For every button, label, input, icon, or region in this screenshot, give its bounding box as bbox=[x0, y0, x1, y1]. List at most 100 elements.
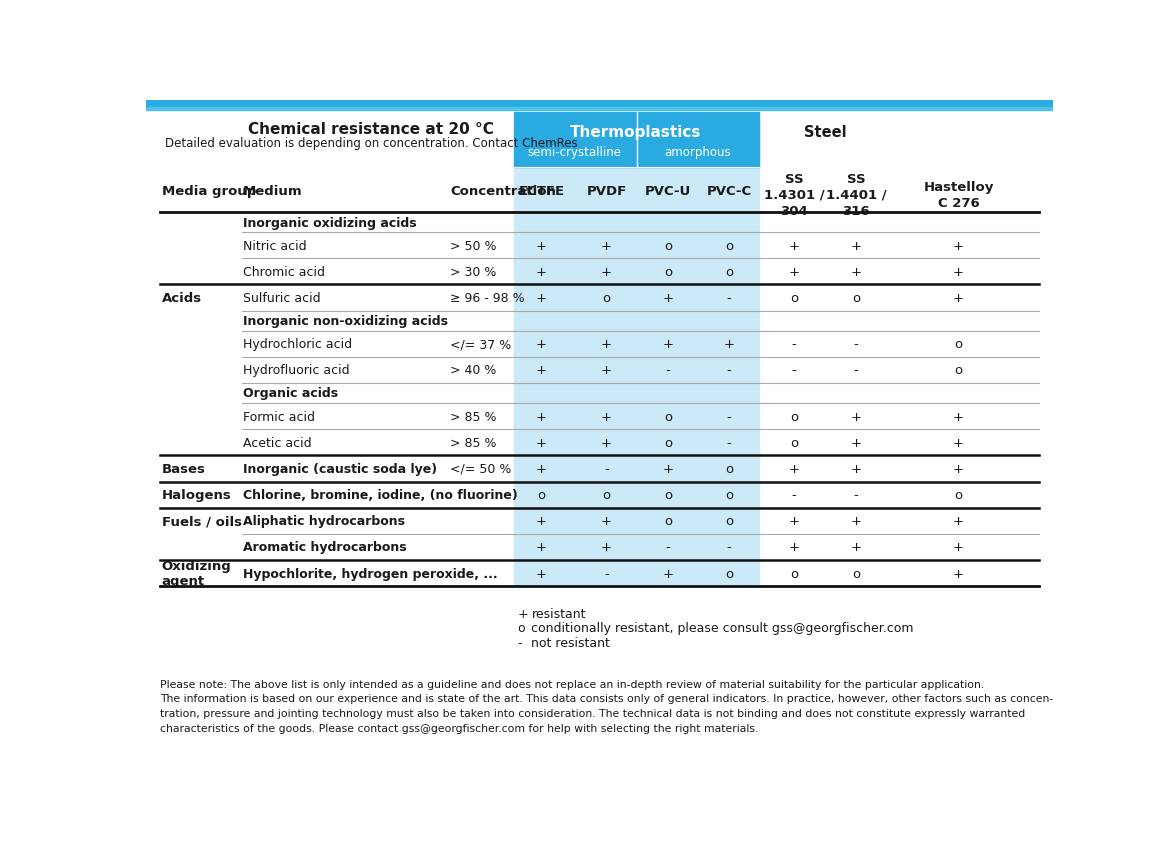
Text: +: + bbox=[952, 266, 964, 279]
Text: Hydrochloric acid: Hydrochloric acid bbox=[243, 338, 352, 351]
Text: Hastelloy
C 276: Hastelloy C 276 bbox=[923, 181, 993, 209]
Text: ≥ 96 - 98 %: ≥ 96 - 98 % bbox=[450, 292, 524, 305]
Text: Acids: Acids bbox=[161, 292, 202, 305]
Text: Chlorine, bromine, iodine, (no fluorine): Chlorine, bromine, iodine, (no fluorine) bbox=[243, 489, 518, 501]
Text: +: + bbox=[952, 410, 964, 423]
Text: -: - bbox=[727, 541, 731, 554]
Text: +: + bbox=[662, 463, 673, 475]
Text: +: + bbox=[789, 541, 799, 554]
Text: o: o bbox=[663, 436, 672, 449]
Text: > 50 %: > 50 % bbox=[450, 240, 496, 252]
Text: Bases: Bases bbox=[161, 463, 206, 475]
Text: -: - bbox=[792, 364, 797, 377]
Text: +: + bbox=[536, 436, 548, 449]
Text: +: + bbox=[601, 410, 612, 423]
Text: +: + bbox=[952, 292, 964, 305]
Text: o: o bbox=[955, 338, 963, 351]
Text: Please note: The above list is only intended as a guideline and does not replace: Please note: The above list is only inte… bbox=[160, 679, 1053, 733]
Text: +: + bbox=[851, 410, 861, 423]
Text: +: + bbox=[536, 338, 548, 351]
Text: o: o bbox=[663, 515, 672, 528]
Text: Halogens: Halogens bbox=[161, 489, 232, 501]
Text: > 85 %: > 85 % bbox=[450, 410, 496, 423]
Text: o: o bbox=[725, 266, 734, 279]
Text: +: + bbox=[952, 436, 964, 449]
Text: o: o bbox=[725, 489, 734, 501]
Text: +: + bbox=[952, 541, 964, 554]
Text: o: o bbox=[955, 364, 963, 377]
Text: PVC-C: PVC-C bbox=[707, 185, 751, 197]
Text: -: - bbox=[666, 541, 670, 554]
Text: PVDF: PVDF bbox=[586, 185, 627, 197]
Text: o: o bbox=[725, 240, 734, 252]
Text: Medium: Medium bbox=[243, 185, 303, 197]
Text: </= 50 %: </= 50 % bbox=[450, 463, 511, 475]
Text: Sulfuric acid: Sulfuric acid bbox=[243, 292, 321, 305]
Text: +: + bbox=[601, 436, 612, 449]
Text: Acetic acid: Acetic acid bbox=[243, 436, 311, 449]
Text: Aromatic hydrocarbons: Aromatic hydrocarbons bbox=[243, 541, 407, 554]
Text: Concentration: Concentration bbox=[450, 185, 556, 197]
Text: Nitric acid: Nitric acid bbox=[243, 240, 307, 252]
Text: +: + bbox=[952, 463, 964, 475]
Text: semi-crystalline: semi-crystalline bbox=[526, 146, 621, 160]
Text: PVC-U: PVC-U bbox=[645, 185, 691, 197]
Text: o: o bbox=[790, 410, 798, 423]
Text: Fuels / oils: Fuels / oils bbox=[161, 515, 242, 528]
Text: +: + bbox=[952, 515, 964, 528]
Bar bbox=[146, 107, 1053, 111]
Text: +: + bbox=[851, 266, 861, 279]
Text: SS
1.4401 /
316: SS 1.4401 / 316 bbox=[826, 173, 887, 218]
Text: +: + bbox=[536, 266, 548, 279]
Text: +: + bbox=[952, 567, 964, 580]
Text: +: + bbox=[536, 463, 548, 475]
Text: > 40 %: > 40 % bbox=[450, 364, 496, 377]
Text: -: - bbox=[666, 364, 670, 377]
Text: -: - bbox=[727, 436, 731, 449]
Text: o: o bbox=[663, 410, 672, 423]
Text: +: + bbox=[517, 607, 528, 620]
Text: amorphous: amorphous bbox=[665, 146, 731, 160]
Text: Steel: Steel bbox=[804, 125, 846, 139]
Text: </= 37 %: </= 37 % bbox=[450, 338, 511, 351]
Text: +: + bbox=[536, 410, 548, 423]
Bar bbox=[514, 213, 758, 587]
Text: Oxidizing
agent: Oxidizing agent bbox=[161, 560, 232, 587]
Text: Hypochlorite, hydrogen peroxide, ...: Hypochlorite, hydrogen peroxide, ... bbox=[243, 567, 497, 580]
Text: -: - bbox=[604, 567, 608, 580]
Text: -: - bbox=[792, 489, 797, 501]
Text: +: + bbox=[536, 515, 548, 528]
Text: > 85 %: > 85 % bbox=[450, 436, 496, 449]
Text: o: o bbox=[725, 463, 734, 475]
Text: o: o bbox=[725, 515, 734, 528]
Text: +: + bbox=[601, 338, 612, 351]
Text: +: + bbox=[789, 240, 799, 252]
Text: o: o bbox=[603, 292, 611, 305]
Bar bbox=[146, 101, 1053, 107]
Text: +: + bbox=[662, 567, 673, 580]
Text: +: + bbox=[536, 292, 548, 305]
Text: o: o bbox=[790, 567, 798, 580]
Text: o: o bbox=[790, 292, 798, 305]
Text: +: + bbox=[662, 292, 673, 305]
Text: +: + bbox=[851, 541, 861, 554]
Text: o: o bbox=[663, 266, 672, 279]
Text: SS
1.4301 /
304: SS 1.4301 / 304 bbox=[764, 173, 825, 218]
Text: o: o bbox=[663, 489, 672, 501]
Text: Formic acid: Formic acid bbox=[243, 410, 315, 423]
Text: Inorganic oxidizing acids: Inorganic oxidizing acids bbox=[243, 216, 417, 230]
Text: +: + bbox=[536, 541, 548, 554]
Text: Chromic acid: Chromic acid bbox=[243, 266, 325, 279]
Text: o: o bbox=[517, 622, 525, 635]
Text: > 30 %: > 30 % bbox=[450, 266, 496, 279]
Text: +: + bbox=[601, 240, 612, 252]
Text: Organic acids: Organic acids bbox=[243, 387, 338, 400]
Text: -: - bbox=[727, 292, 731, 305]
Text: Media group: Media group bbox=[161, 185, 256, 197]
Text: +: + bbox=[723, 338, 735, 351]
Text: +: + bbox=[851, 515, 861, 528]
Text: Thermoplastics: Thermoplastics bbox=[570, 125, 702, 139]
Text: +: + bbox=[536, 240, 548, 252]
Text: not resistant: not resistant bbox=[531, 636, 611, 649]
Text: +: + bbox=[536, 364, 548, 377]
